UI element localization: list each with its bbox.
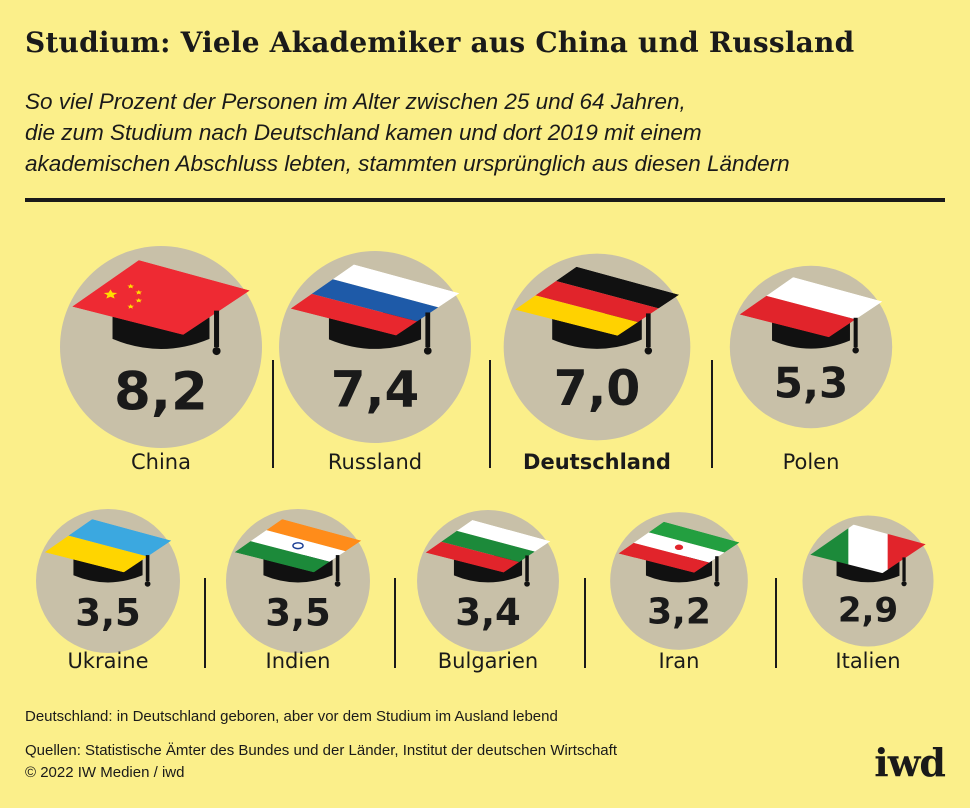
country-item: 3,2 Iran bbox=[610, 512, 748, 673]
chart-title: Studium: Viele Akademiker aus China und … bbox=[25, 26, 855, 59]
flag-stripe bbox=[44, 535, 148, 573]
cap-tassel-end bbox=[144, 581, 151, 587]
flag-poland-icon bbox=[739, 277, 883, 338]
graduation-cap-icon bbox=[514, 266, 680, 355]
flag-stripe bbox=[848, 524, 889, 574]
flag-stripe bbox=[266, 519, 362, 552]
flag-russia-icon bbox=[290, 264, 460, 336]
country-item: 7,4 Russland bbox=[279, 251, 471, 474]
country-item: 7,0 Deutschland bbox=[503, 253, 691, 474]
graduation-cap-icon bbox=[739, 277, 883, 354]
flag-stripe bbox=[456, 519, 551, 552]
flag-wheel bbox=[292, 542, 304, 550]
value-label: 7,0 bbox=[554, 360, 641, 417]
cap-tassel-end bbox=[714, 581, 720, 587]
iwd-logo: iwd bbox=[874, 740, 946, 785]
flag-stripe bbox=[648, 521, 740, 553]
country-item: 3,5 Indien bbox=[226, 509, 370, 673]
cap-tassel-end bbox=[212, 347, 221, 356]
cap-tassel-end bbox=[524, 581, 530, 587]
flag-stripe bbox=[618, 542, 710, 573]
flag-emblem bbox=[674, 544, 684, 551]
flag-stripe bbox=[514, 295, 639, 336]
country-label: Iran bbox=[658, 649, 699, 673]
cap-tassel-end bbox=[852, 347, 859, 354]
copyright-line: © 2022 IW Medien / iwd bbox=[25, 764, 185, 781]
flag-stripe bbox=[425, 541, 520, 573]
flag-stripe bbox=[535, 281, 659, 323]
country-item: 3,5 Ukraine bbox=[36, 509, 180, 673]
cap-tassel-end bbox=[423, 347, 432, 355]
value-label: 3,2 bbox=[647, 592, 711, 633]
flag-stripe bbox=[250, 530, 346, 562]
flag-star bbox=[127, 304, 135, 309]
value-label: 3,5 bbox=[75, 592, 141, 635]
chart-subtitle: So viel Prozent der Personen im Alter zw… bbox=[25, 86, 945, 179]
country-item: 3,4 Bulgarien bbox=[417, 510, 559, 673]
graduation-cap-icon bbox=[618, 521, 740, 587]
header-rule bbox=[25, 198, 945, 202]
value-label: 7,4 bbox=[331, 360, 420, 418]
subtitle-line: die zum Studium nach Deutschland kamen u… bbox=[25, 120, 702, 145]
flag-iran-icon bbox=[618, 521, 740, 573]
flag-stripe bbox=[739, 295, 856, 338]
flag-stripe bbox=[311, 279, 439, 322]
country-label: Ukraine bbox=[67, 649, 148, 673]
flag-stripe bbox=[555, 266, 680, 309]
cap-tassel-end bbox=[644, 347, 653, 355]
subtitle-line: So viel Prozent der Personen im Alter zw… bbox=[25, 89, 686, 114]
country-item: 5,3 Polen bbox=[729, 265, 893, 474]
flag-stripe bbox=[441, 530, 535, 563]
country-item: 2,9 Italien bbox=[802, 515, 934, 673]
flag-stripe bbox=[290, 293, 418, 336]
flag-stripe bbox=[72, 260, 250, 335]
flag-germany-icon bbox=[514, 266, 680, 336]
country-label: Russland bbox=[328, 450, 422, 474]
footnote: Deutschland: in Deutschland geboren, abe… bbox=[25, 708, 558, 725]
value-label: 2,9 bbox=[838, 591, 898, 631]
value-label: 3,4 bbox=[455, 591, 521, 634]
country-label: China bbox=[131, 450, 191, 474]
country-label: Indien bbox=[266, 649, 331, 673]
country-label: Italien bbox=[835, 649, 900, 673]
country-item: 8,2 China bbox=[60, 246, 262, 474]
value-label: 5,3 bbox=[774, 358, 848, 407]
cap-tassel-end bbox=[901, 581, 907, 587]
country-label: Deutschland bbox=[523, 450, 671, 474]
graduation-cap-icon bbox=[234, 519, 362, 587]
graduation-cap-icon bbox=[44, 519, 172, 587]
country-label: Polen bbox=[783, 450, 840, 474]
graduation-cap-icon bbox=[290, 264, 460, 355]
flag-china-icon bbox=[72, 260, 250, 335]
flag-stripe bbox=[766, 277, 883, 320]
flag-ukraine-icon bbox=[44, 519, 172, 573]
subtitle-line: akademischen Abschluss lebten, stammten … bbox=[25, 151, 790, 176]
flag-stripe bbox=[332, 264, 460, 308]
source-note: Quellen: Statistische Ämter des Bundes u… bbox=[25, 740, 617, 784]
flag-star bbox=[135, 290, 143, 295]
flag-star bbox=[127, 283, 135, 289]
value-label: 3,5 bbox=[265, 592, 331, 635]
graduation-cap-icon bbox=[425, 519, 551, 587]
flag-bulgaria-icon bbox=[425, 519, 551, 573]
flag-stripe bbox=[68, 519, 172, 557]
cap-tassel-end bbox=[334, 581, 341, 587]
flag-stripe bbox=[234, 541, 330, 573]
source-line: Quellen: Statistische Ämter des Bundes u… bbox=[25, 742, 617, 759]
flag-star bbox=[135, 298, 143, 303]
country-label: Bulgarien bbox=[438, 649, 538, 673]
graduation-cap-icon bbox=[72, 260, 250, 356]
value-label: 8,2 bbox=[114, 362, 208, 423]
flag-india-icon bbox=[234, 519, 362, 573]
flag-star bbox=[103, 289, 118, 299]
